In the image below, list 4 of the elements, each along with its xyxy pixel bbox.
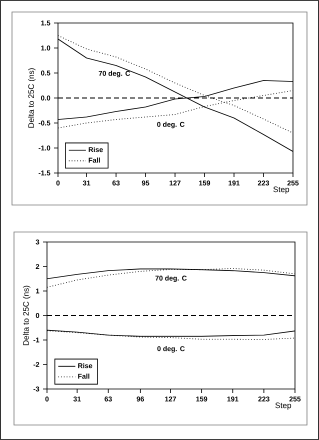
y-axis-title: Delta to 25C (ns) — [22, 286, 30, 346]
y-axis-title: Delta to 25C (ns) — [28, 68, 36, 128]
x-axis-title: Step — [275, 402, 292, 410]
x-axis-title: Step — [273, 186, 290, 194]
